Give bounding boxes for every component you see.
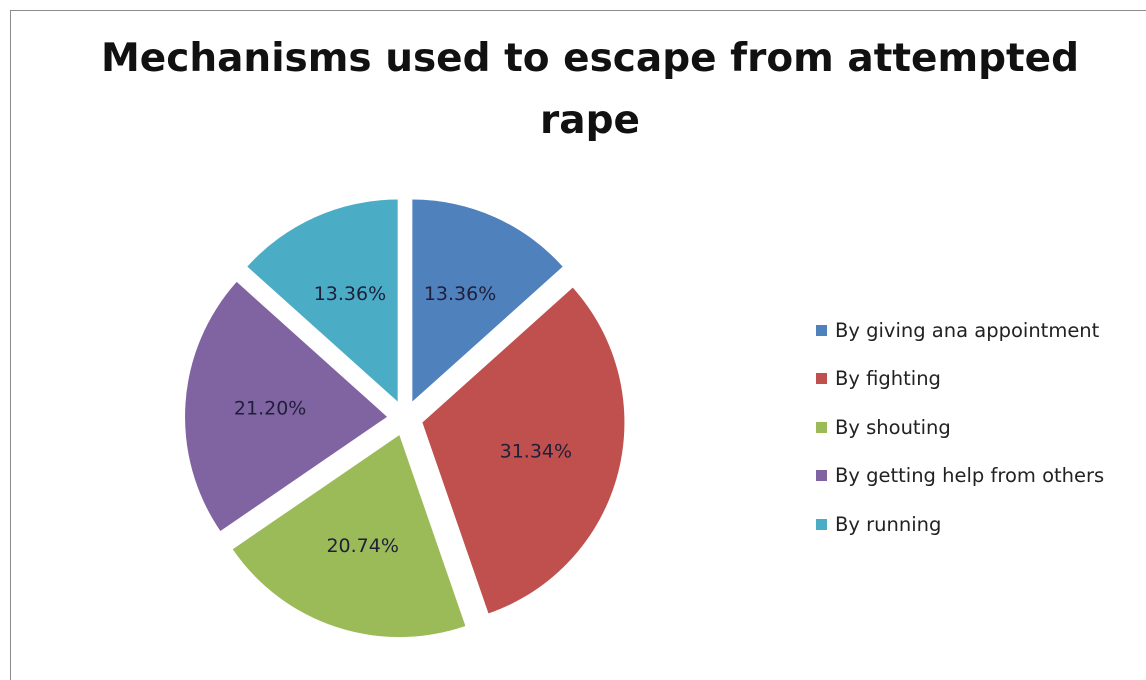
legend: By giving ana appointment By fighting By s… bbox=[816, 306, 1146, 549]
legend-item-by-giving-ana-appointment: By giving ana appointment bbox=[816, 306, 1146, 355]
legend-label: By giving ana appointment bbox=[835, 318, 1100, 342]
pie-slice-by-giving-ana-appointment bbox=[412, 199, 563, 402]
legend-swatch bbox=[816, 518, 827, 530]
legend-item-by-fighting: By fighting bbox=[816, 355, 1146, 404]
legend-swatch bbox=[816, 421, 827, 433]
chart-title: Mechanisms used to escape from attempted… bbox=[100, 36, 1080, 143]
legend-swatch bbox=[816, 373, 827, 385]
legend-item-by-running: By running bbox=[816, 500, 1146, 549]
pie-slice-by-running bbox=[247, 199, 398, 402]
pie-slices bbox=[185, 199, 625, 638]
data-label-by-shouting: 20.74% bbox=[326, 535, 398, 557]
legend-item-by-getting-help-from-others: By getting help from others bbox=[816, 452, 1146, 501]
pie-slice-by-getting-help-from-others bbox=[185, 281, 388, 531]
data-label-by-giving-ana-appointment: 13.36% bbox=[424, 283, 496, 305]
legend-swatch bbox=[816, 324, 827, 336]
legend-label: By shouting bbox=[835, 415, 951, 439]
pie-data-labels: 13.36% 31.34% 20.74% 21.20% 13.36% bbox=[234, 283, 572, 557]
data-label-by-fighting: 31.34% bbox=[500, 440, 572, 462]
legend-label: By getting help from others bbox=[835, 464, 1105, 488]
data-label-by-running: 13.36% bbox=[314, 283, 386, 305]
legend-label: By fighting bbox=[835, 367, 941, 391]
pie-slice-by-shouting bbox=[232, 435, 466, 638]
data-label-by-getting-help-from-others: 21.20% bbox=[234, 398, 306, 420]
pie-slice-by-fighting bbox=[422, 287, 625, 614]
legend-label: By running bbox=[835, 512, 942, 536]
legend-item-by-shouting: By shouting bbox=[816, 403, 1146, 452]
legend-swatch bbox=[816, 470, 827, 482]
